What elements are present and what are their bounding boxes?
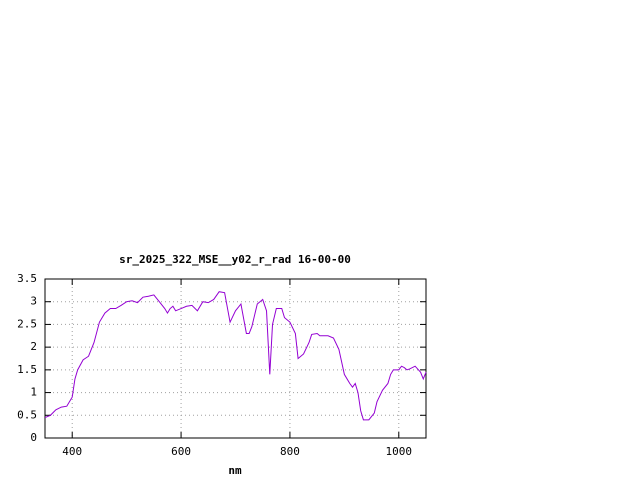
y-tick-label: 3 bbox=[30, 295, 37, 308]
x-tick-label: 600 bbox=[171, 445, 191, 458]
x-axis-label: nm bbox=[228, 464, 242, 477]
y-tick-label: 2.5 bbox=[17, 317, 37, 330]
plot-frame bbox=[44, 278, 427, 439]
chart-title: sr_2025_322_MSE__y02_r_rad 16-00-00 bbox=[119, 253, 351, 266]
y-tick-label: 1 bbox=[30, 386, 37, 399]
y-tick-label: 0.5 bbox=[17, 408, 37, 421]
y-tick-label: 0 bbox=[30, 431, 37, 444]
x-tick-label: 1000 bbox=[386, 445, 413, 458]
x-tick-label: 800 bbox=[280, 445, 300, 458]
y-tick-label: 3.5 bbox=[17, 272, 37, 285]
data-line bbox=[44, 291, 427, 421]
y-tick-label: 2 bbox=[30, 340, 37, 353]
x-tick-label: 400 bbox=[62, 445, 82, 458]
y-tick-label: 1.5 bbox=[17, 363, 37, 376]
